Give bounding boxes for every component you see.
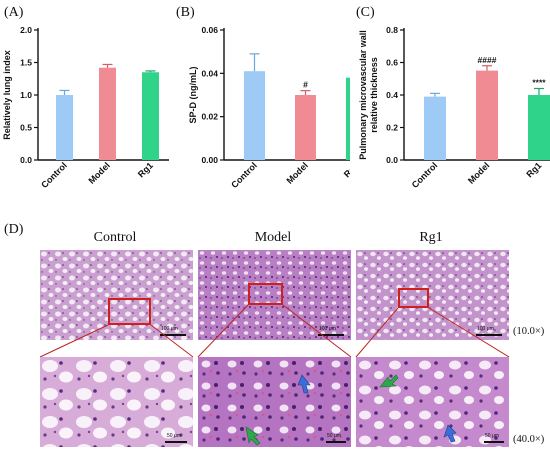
y-axis-label: Pulmonary microvascular wall — [358, 30, 368, 160]
zoom-region-box — [248, 283, 283, 305]
column-header-control: Control — [93, 230, 137, 245]
scale-bar-label: 100 μm — [319, 326, 336, 332]
significance-label: #### — [478, 55, 497, 65]
scale-bar — [160, 334, 186, 336]
significance-label: **** — [532, 78, 546, 88]
magnification-label-low: (10.0×) — [513, 326, 545, 337]
y-tick-label: 0.8 — [386, 25, 398, 35]
micrograph-rg1-high: 50 μm — [356, 357, 509, 447]
micrograph-control-high: 50 μm — [40, 357, 193, 447]
y-tick-label: 0.5 — [20, 123, 32, 133]
significance-label: # — [303, 80, 308, 90]
scale-bar — [326, 441, 346, 443]
scale-bar — [476, 334, 502, 336]
scale-bar-label: 100 μm — [161, 326, 178, 332]
y-tick-label: 0.0 — [386, 155, 398, 165]
y-tick-label: 0.06 — [201, 25, 218, 35]
y-axis-label: Relatively lung index — [2, 50, 12, 140]
micrograph-control-low: 100 μm — [40, 250, 193, 340]
scale-bar — [165, 441, 187, 443]
scale-bar-label: 100 μm — [477, 326, 494, 332]
panel-label-d: (D) — [4, 222, 24, 237]
panel-label-a: (A) — [4, 5, 24, 20]
bar-control — [56, 95, 73, 160]
x-tick-label: Rg1 — [342, 160, 350, 179]
y-tick-label: 0.00 — [201, 155, 218, 165]
blue-arrow-icon — [443, 424, 457, 443]
y-axis-label: relative thickness — [369, 57, 379, 133]
y-tick-label: 0.02 — [201, 112, 218, 122]
green-arrow-icon — [379, 374, 399, 388]
y-tick-label: 1.0 — [20, 90, 32, 100]
zoom-region-box — [398, 288, 429, 308]
chart-c-wall-thickness: 0.0 0.2 0.4 0.6 0.8 Pulmonary microvascular w… — [358, 25, 550, 190]
y-tick-label: 0.4 — [386, 90, 398, 100]
y-tick-label: 0.2 — [386, 123, 398, 133]
green-arrow-icon — [245, 426, 261, 446]
bar-control — [244, 71, 265, 160]
y-tick-label: 2.0 — [20, 25, 32, 35]
zoom-region-box — [108, 298, 151, 325]
bar-model — [99, 67, 116, 160]
scale-bar — [318, 334, 344, 336]
panel-label-b: (B) — [176, 5, 195, 20]
scale-bar-label: 50 μm — [167, 433, 181, 439]
bar-model — [476, 70, 498, 160]
scale-bar-label: 50 μm — [327, 433, 341, 439]
bar-control — [424, 96, 446, 160]
bar-rg1 — [528, 95, 550, 160]
y-tick-label: 0.04 — [201, 68, 218, 78]
micrograph-model-low: 100 μm — [198, 250, 351, 340]
bar-rg1 — [346, 77, 350, 160]
bar-model — [295, 95, 316, 160]
blue-arrow-icon — [297, 374, 311, 394]
y-tick-label: 1.5 — [20, 58, 32, 68]
y-tick-label: 0.0 — [20, 155, 32, 165]
panel-label-c: (C) — [356, 5, 375, 20]
micrograph-model-high: 50 μm — [198, 357, 351, 447]
column-header-rg1: Rg1 — [419, 230, 443, 245]
y-tick-label: 0.6 — [386, 58, 398, 68]
magnification-label-high: (40.0×) — [513, 434, 545, 445]
scale-bar — [484, 441, 504, 443]
y-axis-label: SP-D (ng/mL) — [188, 67, 198, 124]
micrograph-rg1-low: 100 μm — [356, 250, 509, 340]
column-header-model: Model — [254, 230, 292, 245]
bar-rg1 — [142, 72, 159, 160]
scale-bar-label: 50 μm — [485, 433, 499, 439]
